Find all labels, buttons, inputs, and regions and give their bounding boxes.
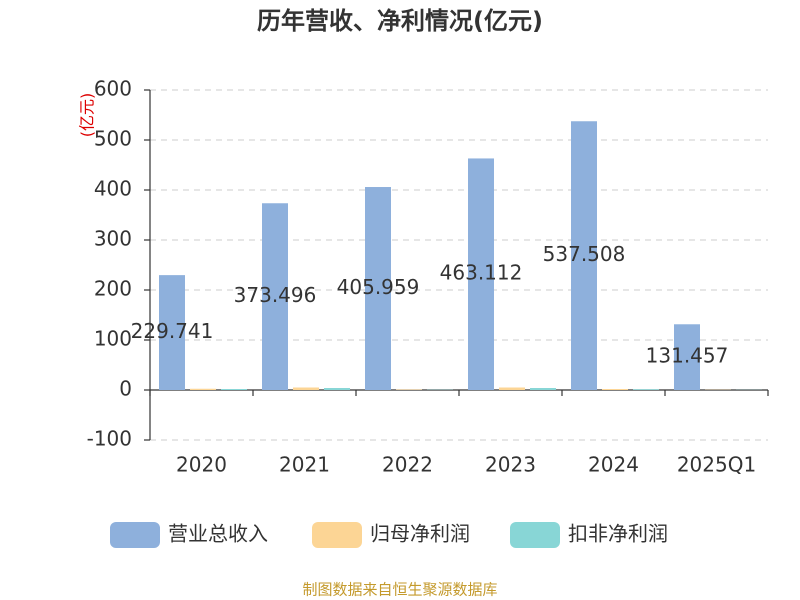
y-tick-label: 200 <box>94 277 132 301</box>
bar <box>396 389 422 390</box>
bar <box>324 388 350 390</box>
source-note: 制图数据来自恒生聚源数据库 <box>302 581 497 599</box>
value-label: 229.741 <box>131 319 214 343</box>
bar <box>293 387 319 390</box>
bar <box>633 389 659 390</box>
y-tick-label: 400 <box>94 177 132 201</box>
y-tick-label: 100 <box>94 327 132 351</box>
y-tick-label: 300 <box>94 227 132 251</box>
value-label: 405.959 <box>337 275 420 299</box>
y-tick-label: -100 <box>87 427 132 451</box>
y-tick-label: 600 <box>94 77 132 101</box>
y-tick-label: 0 <box>119 377 132 401</box>
x-tick-label: 2025Q1 <box>677 453 756 477</box>
legend-swatch <box>110 522 160 548</box>
legend-label: 营业总收入 <box>168 522 268 546</box>
legend-swatch <box>312 522 362 548</box>
x-tick-label: 2021 <box>279 453 330 477</box>
bar <box>365 187 391 390</box>
legend-label: 归母净利润 <box>370 522 470 546</box>
value-label: 373.496 <box>234 283 317 307</box>
x-tick-label: 2024 <box>588 453 639 477</box>
legend-label: 扣非净利润 <box>568 522 668 546</box>
x-tick-label: 2022 <box>382 453 433 477</box>
value-label: 131.457 <box>646 344 729 368</box>
bar <box>221 389 247 390</box>
bar <box>159 275 185 390</box>
bar <box>674 324 700 390</box>
bar <box>190 388 216 390</box>
legend-swatch <box>510 522 560 548</box>
value-label: 463.112 <box>440 261 523 285</box>
x-tick-label: 2023 <box>485 453 536 477</box>
bar <box>468 158 494 390</box>
bar <box>262 203 288 390</box>
bar <box>530 388 556 390</box>
chart-title: 历年营收、净利情况(亿元) <box>257 7 543 35</box>
x-tick-label: 2020 <box>176 453 227 477</box>
y-axis-label: (亿元) <box>78 93 97 138</box>
y-tick-label: 500 <box>94 127 132 151</box>
bar <box>602 389 628 390</box>
bar <box>571 121 597 390</box>
value-label: 537.508 <box>543 242 626 266</box>
bar <box>499 387 525 390</box>
